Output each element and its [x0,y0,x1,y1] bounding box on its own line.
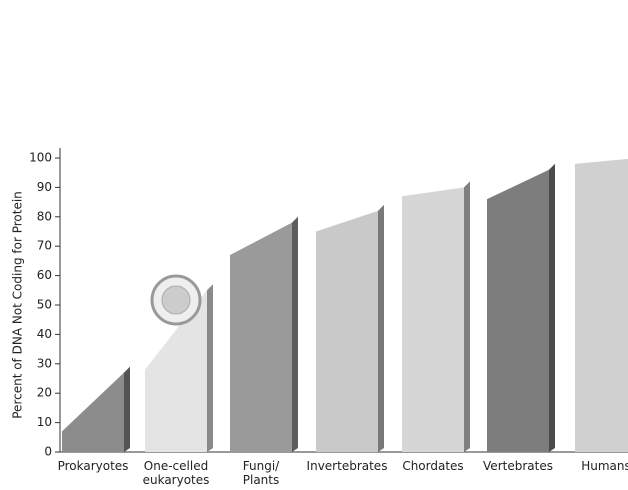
y-tick-label: 80 [37,209,52,223]
bar [62,373,124,452]
y-tick-label: 20 [37,386,52,400]
x-tick-label: Prokaryotes [48,459,138,473]
y-tick-label: 30 [37,356,52,370]
bar [316,211,378,452]
bar-side [378,205,384,452]
y-axis-label: Percent of DNA Not Coding for Protein [11,191,25,419]
bar-side [549,164,555,452]
chart-canvas: Percent of DNA Not Coding for Protein 0 1… [0,0,628,490]
bar [487,170,549,452]
x-tick-label: Humans [561,459,628,473]
y-tick-label: 90 [37,180,52,194]
bar [230,223,292,452]
illustration [162,286,190,314]
bar [575,158,628,452]
y-tick-label: 50 [37,298,52,312]
x-tick-label: Chordates [388,459,478,473]
x-tick-label: One-celled eukaryotes [131,459,221,487]
y-tick-label: 70 [37,239,52,253]
y-tick-label: 10 [37,415,52,429]
x-tick-label: Invertebrates [302,459,392,473]
bar-side [292,217,298,452]
x-tick-label: Fungi/ Plants [216,459,306,487]
chart: Percent of DNA Not Coding for Protein 0 1… [0,0,628,490]
bar-side [207,284,213,452]
x-tick-label: Vertebrates [473,459,563,473]
bar-side [464,181,470,452]
y-tick-label: 100 [29,151,52,165]
y-tick-label: 40 [37,327,52,341]
bar-side [124,367,130,452]
y-tick-label: 60 [37,268,52,282]
y-tick-label: 0 [44,445,52,459]
bar [402,187,464,452]
